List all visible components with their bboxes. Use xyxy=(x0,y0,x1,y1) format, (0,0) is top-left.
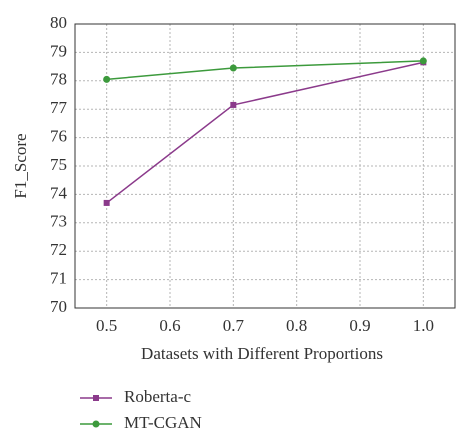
x-tick-label: 0.8 xyxy=(286,316,307,335)
y-tick-label: 80 xyxy=(50,13,67,32)
x-tick-label: 0.7 xyxy=(223,316,245,335)
x-axis-label: Datasets with Different Proportions xyxy=(141,344,383,363)
y-tick-label: 76 xyxy=(50,127,67,146)
legend-marker xyxy=(93,395,99,401)
plot-frame xyxy=(74,23,456,309)
series-line xyxy=(106,61,424,204)
y-tick-label: 73 xyxy=(50,212,67,231)
legend-marker xyxy=(92,420,100,428)
x-tick-label: 0.5 xyxy=(96,316,117,335)
legend-label: Roberta-c xyxy=(124,387,191,406)
x-tick-label: 0.6 xyxy=(159,316,180,335)
x-tick-label: 0.9 xyxy=(349,316,370,335)
marker xyxy=(229,64,237,72)
legend-label: MT-CGAN xyxy=(124,413,202,432)
marker xyxy=(419,57,427,65)
y-tick-label: 79 xyxy=(50,41,67,60)
marker xyxy=(103,75,111,83)
x-tick-label: 1.0 xyxy=(413,316,434,335)
y-tick-label: 74 xyxy=(50,183,68,202)
y-tick-label: 78 xyxy=(50,70,67,89)
marker xyxy=(230,101,237,108)
y-tick-label: 77 xyxy=(50,98,68,117)
y-tick-label: 70 xyxy=(50,297,67,316)
y-tick-label: 75 xyxy=(50,155,67,174)
y-tick-label: 72 xyxy=(50,240,67,259)
marker xyxy=(103,199,110,206)
y-axis-label: F1_Score xyxy=(11,133,30,198)
series-line xyxy=(106,60,424,81)
y-tick-label: 71 xyxy=(50,269,67,288)
